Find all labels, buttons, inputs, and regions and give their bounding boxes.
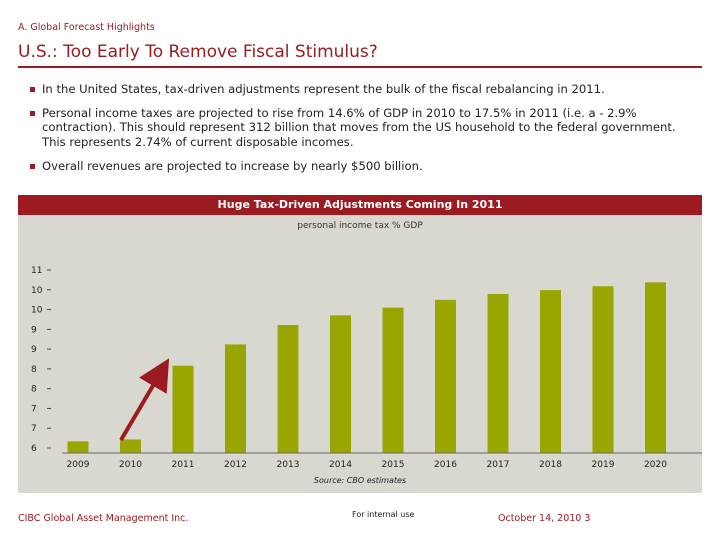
chart-source: Source: CBO estimates [313,476,407,485]
bar-2009 [67,441,89,453]
bar-2016 [435,299,456,453]
annotation-arrow [119,358,170,442]
footer-company: CIBC Global Asset Management Inc. [18,513,189,524]
footer-note: For internal use [352,510,415,519]
x-tick-label: 2019 [592,460,615,470]
x-tick-label: 2012 [224,460,247,470]
bar-2020 [645,282,666,453]
bullet-item: Overall revenues are projected to increa… [30,159,702,173]
bar-2011 [172,365,194,453]
bullet-list: In the United States, tax-driven adjustm… [30,82,702,183]
bullet-item: In the United States, tax-driven adjustm… [30,82,702,96]
x-tick-label: 2011 [172,460,195,470]
y-tick-label: 8 [31,385,37,395]
x-tick-label: 2014 [329,460,352,470]
bar-2019 [592,286,614,453]
y-tick-label: 8 [31,365,37,375]
bar-chart: 6 7 7 8 8 9 9 10 10 11 2009 2010 2011 2012 2013 2014 20… [31,266,702,470]
footer-date-page: October 14, 2010 3 [498,513,591,524]
title-divider [18,66,702,68]
y-tick-label: 9 [31,345,37,355]
bar-2014 [330,315,351,453]
x-tick-label: 2020 [644,460,667,470]
x-tick-label: 2016 [434,460,457,470]
y-tick-label: 10 [31,306,43,316]
y-tick-label: 7 [31,404,37,414]
chart-title: personal income tax % GDP [297,221,423,231]
bar-2012 [225,344,246,453]
bar-2013 [277,325,299,453]
slide-title: U.S.: Too Early To Remove Fiscal Stimulu… [18,42,378,62]
x-tick-label: 2017 [487,460,510,470]
y-tick-label: 7 [31,424,37,434]
bullet-item: Personal income taxes are projected to r… [30,106,702,149]
x-tick-label: 2010 [119,460,142,470]
bar-2010 [120,439,141,453]
x-tick-label: 2018 [539,460,562,470]
chart-header: Huge Tax-Driven Adjustments Coming In 20… [18,195,702,215]
y-tick-label: 11 [31,266,42,276]
y-tick-label: 6 [31,444,37,454]
x-tick-label: 2015 [382,460,405,470]
y-tick-label: 9 [31,325,37,335]
x-tick-label: 2009 [67,460,90,470]
bar-2018 [540,290,561,453]
section-label: A. Global Forecast Highlights [18,22,155,33]
bar-2015 [382,307,404,453]
x-tick-label: 2013 [277,460,300,470]
chart-panel: 6 7 7 8 8 9 9 10 10 11 2009 2010 2011 2012 2013 2014 20… [18,195,702,493]
y-tick-label: 10 [31,286,43,296]
bar-2017 [487,294,509,453]
